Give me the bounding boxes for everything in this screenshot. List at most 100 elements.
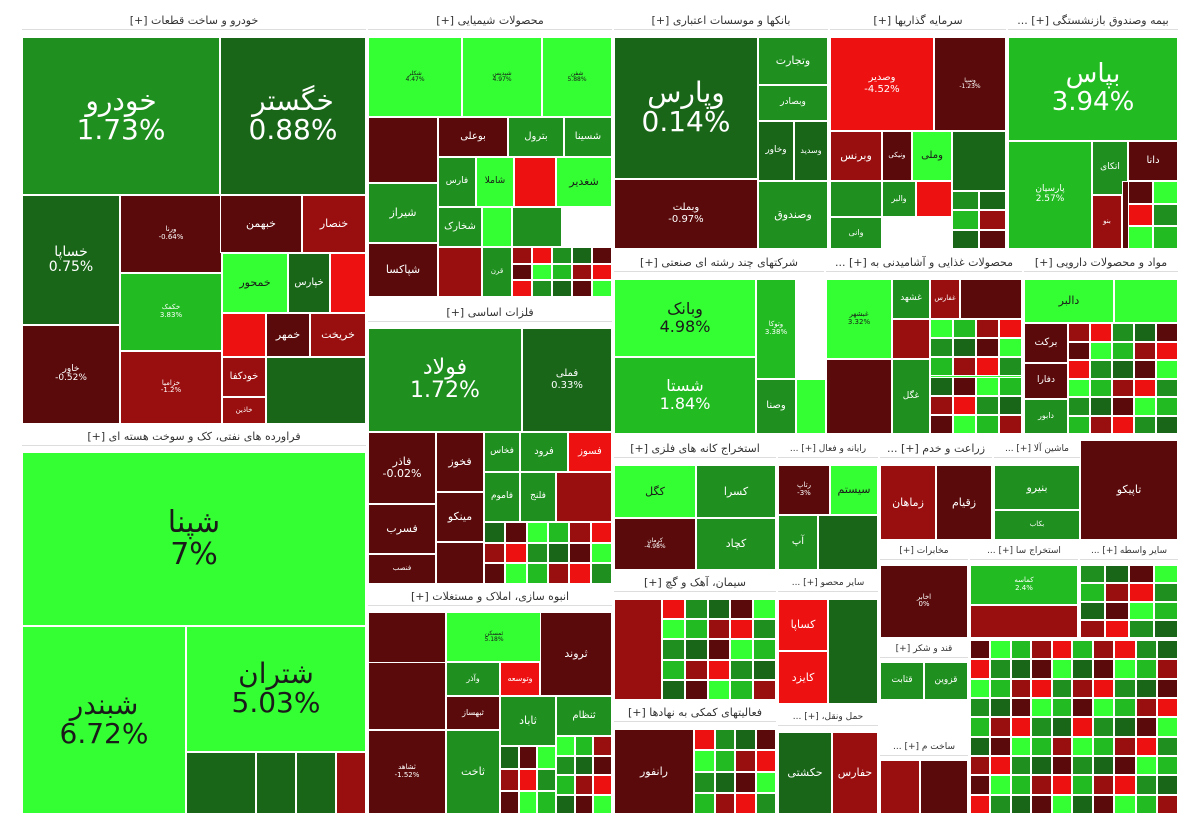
stock-tile[interactable]: خکمک 3.83% bbox=[120, 273, 222, 351]
stock-tile-small[interactable] bbox=[574, 736, 594, 756]
stock-tile[interactable]: وبملت -0.97% bbox=[614, 179, 758, 249]
stock-tile-small[interactable] bbox=[532, 280, 552, 297]
stock-tile-small[interactable] bbox=[1010, 698, 1032, 718]
stock-tile[interactable]: بپاس 3.94% bbox=[1008, 37, 1178, 141]
stock-tile-small[interactable] bbox=[1114, 736, 1136, 756]
stock-tile-small[interactable] bbox=[1068, 378, 1090, 397]
stock-tile-small[interactable] bbox=[1156, 360, 1178, 379]
stock-tile-small[interactable] bbox=[1104, 583, 1129, 602]
stock-tile-small[interactable] bbox=[1135, 698, 1157, 718]
stock-tile[interactable]: وتوکا 3.38% bbox=[756, 279, 796, 379]
stock-tile-small[interactable] bbox=[537, 746, 556, 769]
stock-tile[interactable]: بنیرو bbox=[994, 465, 1080, 510]
stock-tile-small[interactable] bbox=[1072, 698, 1094, 718]
stock-tile[interactable]: حکشتی bbox=[778, 732, 832, 814]
stock-tile-small[interactable] bbox=[526, 522, 548, 543]
stock-tile[interactable]: خودکفا bbox=[222, 357, 266, 397]
stock-tile[interactable]: وانی bbox=[830, 217, 882, 249]
stock-tile-small[interactable] bbox=[1129, 619, 1154, 638]
stock-tile-small[interactable] bbox=[684, 639, 708, 660]
stock-tile[interactable]: بنو bbox=[1092, 195, 1122, 249]
stock-tile[interactable]: فاذر -0.02% bbox=[368, 432, 436, 504]
stock-tile-small[interactable] bbox=[1114, 775, 1136, 795]
stock-tile-small[interactable] bbox=[537, 791, 556, 814]
stock-tile-small[interactable] bbox=[999, 414, 1022, 434]
stock-tile[interactable]: شستا 1.84% bbox=[614, 357, 756, 434]
stock-tile-small[interactable] bbox=[1051, 717, 1072, 737]
stock-tile-small[interactable] bbox=[1072, 794, 1094, 814]
stock-tile[interactable]: قرن bbox=[482, 247, 512, 297]
stock-tile-small[interactable] bbox=[590, 563, 612, 584]
stock-tile-small[interactable] bbox=[1156, 659, 1178, 679]
stock-tile-small[interactable] bbox=[714, 750, 735, 772]
stock-tile[interactable]: ثشاهد -1.52% bbox=[368, 730, 446, 814]
stock-tile-small[interactable] bbox=[1068, 360, 1090, 379]
stock-tile-small[interactable] bbox=[1156, 775, 1178, 795]
stock-tile[interactable] bbox=[556, 472, 612, 522]
stock-tile-small[interactable] bbox=[735, 750, 756, 772]
stock-tile-small[interactable] bbox=[548, 563, 570, 584]
stock-tile-small[interactable] bbox=[976, 376, 999, 396]
sector-label[interactable]: استخراج کانه های فلزی [+] bbox=[614, 440, 776, 458]
stock-tile[interactable]: وصندوق bbox=[758, 181, 828, 249]
stock-tile[interactable]: شپاکسا bbox=[368, 243, 438, 297]
stock-tile-small[interactable] bbox=[1128, 203, 1153, 227]
stock-tile[interactable]: خگستر 0.88% bbox=[220, 37, 366, 195]
sector-label[interactable]: سیمان، آهک و گچ [+] bbox=[614, 574, 776, 592]
stock-tile-small[interactable] bbox=[1031, 640, 1052, 660]
stock-tile-small[interactable] bbox=[999, 319, 1022, 339]
stock-tile-small[interactable] bbox=[970, 717, 991, 737]
stock-tile[interactable] bbox=[256, 752, 296, 814]
stock-tile[interactable]: شخارک bbox=[438, 207, 482, 247]
stock-tile[interactable]: فرود bbox=[520, 432, 568, 472]
stock-tile[interactable] bbox=[614, 599, 662, 700]
stock-tile-small[interactable] bbox=[755, 771, 776, 793]
stock-tile[interactable]: وتجارت bbox=[758, 37, 828, 85]
stock-tile[interactable]: کساپا bbox=[778, 599, 828, 651]
stock-tile-small[interactable] bbox=[970, 736, 991, 756]
stock-tile[interactable]: غبشهر 3.32% bbox=[826, 279, 892, 359]
stock-tile[interactable]: وتوسعه bbox=[500, 662, 540, 696]
stock-tile-small[interactable] bbox=[1129, 583, 1154, 602]
stock-tile[interactable] bbox=[512, 207, 562, 247]
stock-tile[interactable]: شتران 5.03% bbox=[186, 626, 366, 752]
stock-tile[interactable]: دالبر bbox=[1024, 279, 1114, 323]
stock-tile-small[interactable] bbox=[592, 263, 612, 281]
stock-tile[interactable]: شسینا bbox=[564, 117, 612, 157]
stock-tile-small[interactable] bbox=[1010, 756, 1032, 776]
stock-tile[interactable]: پارسیان 2.57% bbox=[1008, 141, 1092, 249]
stock-tile-small[interactable] bbox=[1051, 659, 1072, 679]
stock-tile-small[interactable] bbox=[518, 768, 538, 792]
stock-tile-small[interactable] bbox=[1156, 341, 1178, 360]
stock-tile-small[interactable] bbox=[979, 210, 1006, 230]
stock-tile-small[interactable] bbox=[500, 791, 519, 814]
stock-tile-small[interactable] bbox=[1114, 698, 1136, 718]
stock-tile-small[interactable] bbox=[518, 791, 538, 814]
stock-tile-small[interactable] bbox=[505, 522, 527, 543]
stock-tile-small[interactable] bbox=[694, 750, 715, 772]
stock-tile[interactable]: ونیکی bbox=[882, 131, 912, 181]
stock-tile-small[interactable] bbox=[1093, 659, 1115, 679]
stock-tile-small[interactable] bbox=[1135, 640, 1157, 660]
sector-label[interactable]: فعالیتهای کمکی به نهادها [+] bbox=[614, 704, 776, 722]
stock-tile-small[interactable] bbox=[990, 794, 1011, 814]
stock-tile-small[interactable] bbox=[590, 542, 612, 564]
stock-tile-small[interactable] bbox=[1112, 415, 1134, 434]
stock-tile[interactable]: وپارس 0.14% bbox=[614, 37, 758, 179]
stock-tile-small[interactable] bbox=[990, 659, 1011, 679]
stock-tile-small[interactable] bbox=[1135, 678, 1157, 698]
stock-tile-small[interactable] bbox=[735, 792, 756, 814]
stock-tile-small[interactable] bbox=[1010, 640, 1032, 660]
stock-tile-small[interactable] bbox=[1051, 698, 1072, 718]
sector-label[interactable]: سرمایه گذاریها [+] bbox=[830, 12, 1006, 30]
stock-tile-small[interactable] bbox=[990, 678, 1011, 698]
stock-tile[interactable] bbox=[916, 181, 952, 217]
stock-tile-small[interactable] bbox=[512, 247, 532, 264]
stock-tile-small[interactable] bbox=[1112, 378, 1134, 397]
stock-tile-small[interactable] bbox=[1031, 698, 1052, 718]
stock-tile[interactable] bbox=[514, 157, 556, 207]
stock-tile-small[interactable] bbox=[970, 756, 991, 776]
stock-tile-small[interactable] bbox=[1153, 181, 1178, 204]
stock-tile-small[interactable] bbox=[1129, 601, 1154, 620]
stock-tile[interactable]: کچاد bbox=[696, 518, 776, 570]
